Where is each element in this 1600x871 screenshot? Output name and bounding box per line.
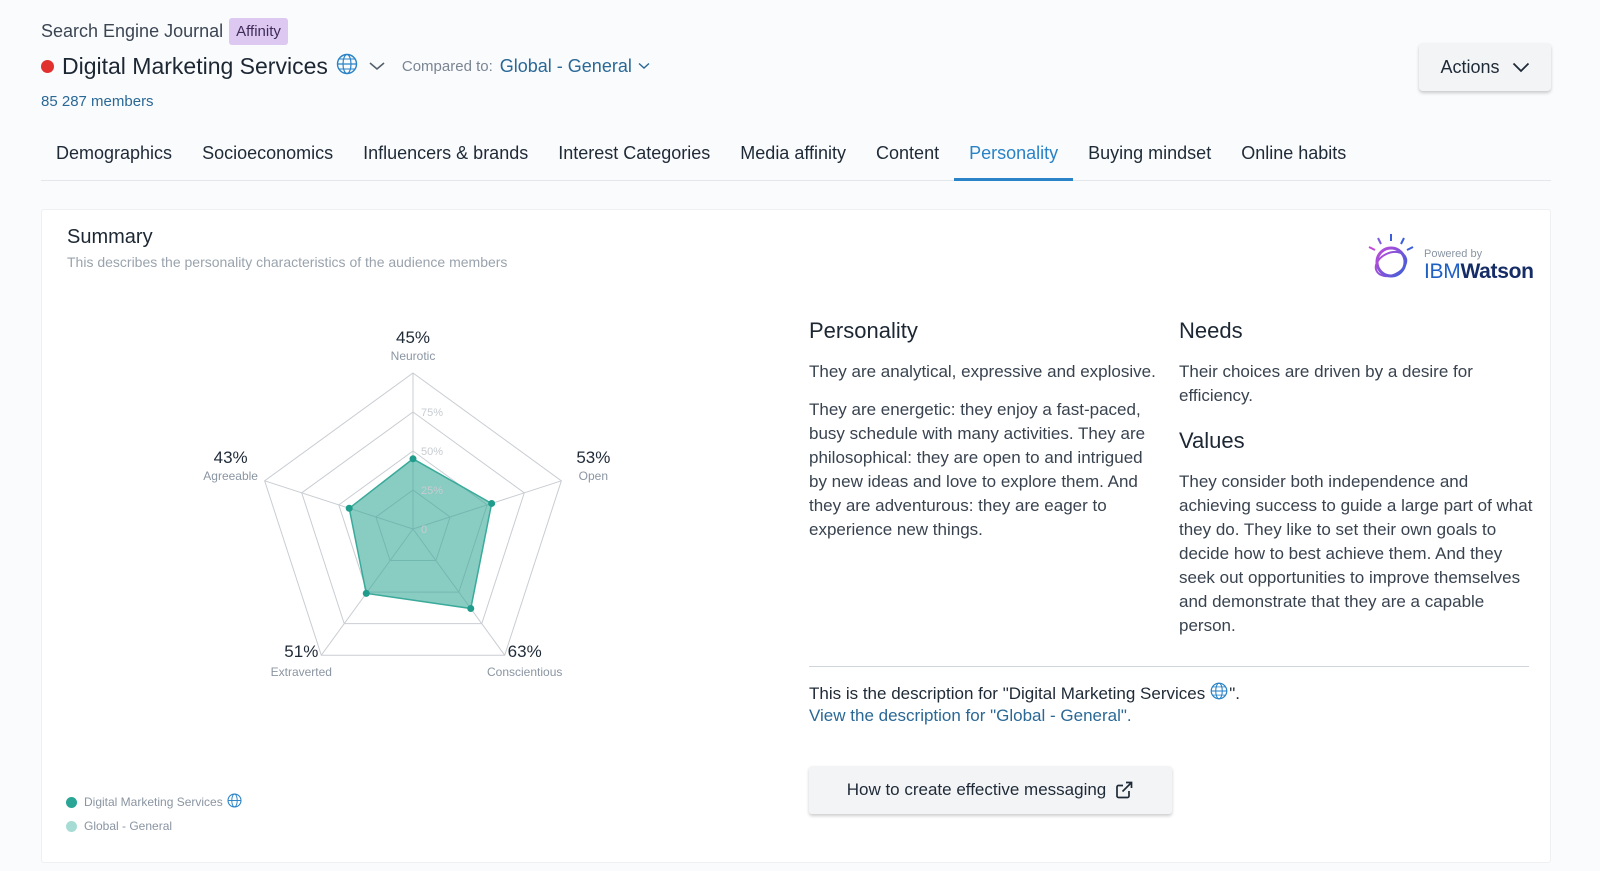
personality-paragraph-2: They are energetic: they enjoy a fast-pa… [809,400,1146,539]
radar-axis-label: Open [579,469,608,483]
radar-point-open [488,499,496,507]
chevron-down-icon [1512,62,1529,72]
radar-value-label: 63% [508,642,542,661]
view-global-description-link[interactable]: View the description for "Global - Gener… [809,706,1132,725]
radar-axis-label: Conscientious [487,665,562,679]
tab-online-habits[interactable]: Online habits [1241,143,1347,163]
radar-ring-label: 0 [421,524,427,536]
status-dot [41,59,54,73]
actions-label: Actions [1440,56,1500,77]
tab-media-affinity[interactable]: Media affinity [740,143,847,163]
title-row: Digital Marketing Services Compared to: … [41,49,1551,83]
radar-value-label: 51% [284,642,318,661]
legend-item-global[interactable]: Global - General [66,814,242,838]
radar-ring-label: 25% [421,485,443,497]
radar-point-extraverted [362,589,370,597]
chevron-down-icon [638,62,650,69]
radar-grid-ring-4 [264,372,562,656]
personality-paragraph-1: They are analytical, expressive and expl… [809,362,1156,381]
description-prefix: This is the description for "Digital Mar… [809,683,1206,703]
audience-header: Search Engine Journal Affinity Digital M… [41,16,1551,110]
legend-item-audience[interactable]: Digital Marketing Services [66,790,242,814]
globe-icon [227,793,242,811]
personality-section: Personality They are analytical, express… [809,318,1164,542]
radar-axis-label: Agreeable [203,469,258,483]
needs-heading: Needs [1179,318,1243,343]
tab-influencers-brands[interactable]: Influencers & brands [363,143,529,163]
watson-brand-text: IBMWatson [1424,260,1534,283]
globe-icon [1210,682,1228,705]
messaging-button-label: How to create effective messaging [846,780,1107,799]
tab-socioeconomics[interactable]: Socioeconomics [202,143,334,163]
description-line: This is the description for "Digital Mar… [809,682,1240,705]
ibm-watson-logo: Powered by IBMWatson [1364,230,1534,290]
tab-bar: Demographics Socioeconomics Influencers … [41,131,1551,181]
radar-series-area [348,457,493,610]
radar-value-label: 43% [214,448,248,467]
radar-point-conscientious [467,605,475,613]
tab-personality[interactable]: Personality [954,131,1074,181]
affinity-badge: Affinity [229,17,288,45]
radar-value-label: 53% [576,448,610,467]
needs-paragraph: Their choices are driven by a desire for… [1179,362,1473,405]
effective-messaging-button[interactable]: How to create effective messaging [809,766,1172,814]
radar-point-agreeable [345,504,353,512]
actions-button[interactable]: Actions [1419,43,1551,91]
values-section: Values They consider both independence a… [1179,428,1539,638]
legend-dot-audience [66,796,77,808]
external-link-icon [1116,781,1133,799]
compared-label: Compared to: [401,57,493,75]
description-suffix: ". [1229,683,1241,703]
divider [809,666,1529,667]
radar-point-neurotic [409,455,417,463]
summary-card: Summary This describes the personality c… [41,209,1551,863]
personality-radar-chart: 0 25% 50% 75% 45% Neurotic 53% Open 63% Conscient… [203,328,610,679]
powered-by-text: Powered by [1424,248,1483,260]
radar-ring-label: 75% [421,407,443,419]
summary-subtitle: This describes the personality character… [67,254,508,270]
summary-title: Summary [67,226,153,248]
legend-label-audience: Digital Marketing Services [84,795,223,809]
needs-section: Needs Their choices are driven by a desi… [1179,318,1539,408]
watson-logo-icon [1368,234,1414,278]
audience-dropdown-chevron-icon[interactable] [368,60,386,72]
personality-heading: Personality [809,318,918,343]
tab-interest-categories[interactable]: Interest Categories [558,143,711,163]
legend-label-global: Global - General [84,819,173,833]
radar-axis-label: Neurotic [391,349,436,363]
radar-axis-label: Extraverted [271,665,332,679]
members-count: 85 287 members [41,93,154,110]
source-row: Search Engine Journal Affinity [41,16,1551,46]
radar-ring-label: 50% [421,446,443,458]
values-paragraph: They consider both independence and achi… [1179,472,1533,635]
tab-content[interactable]: Content [876,143,940,163]
tab-buying-mindset[interactable]: Buying mindset [1088,143,1212,163]
globe-icon [336,53,358,80]
source-name: Search Engine Journal [41,20,224,41]
chart-legend: Digital Marketing Services Global - Gene… [66,790,242,838]
radar-grid-ring-3 [301,411,525,625]
values-heading: Values [1179,428,1245,453]
tab-demographics[interactable]: Demographics [56,143,173,163]
audience-title: Digital Marketing Services [62,52,328,79]
compared-dropdown[interactable]: Global - General [500,56,650,77]
compared-value: Global - General [499,55,632,76]
legend-dot-global [66,820,77,832]
radar-value-label: 45% [396,328,430,347]
